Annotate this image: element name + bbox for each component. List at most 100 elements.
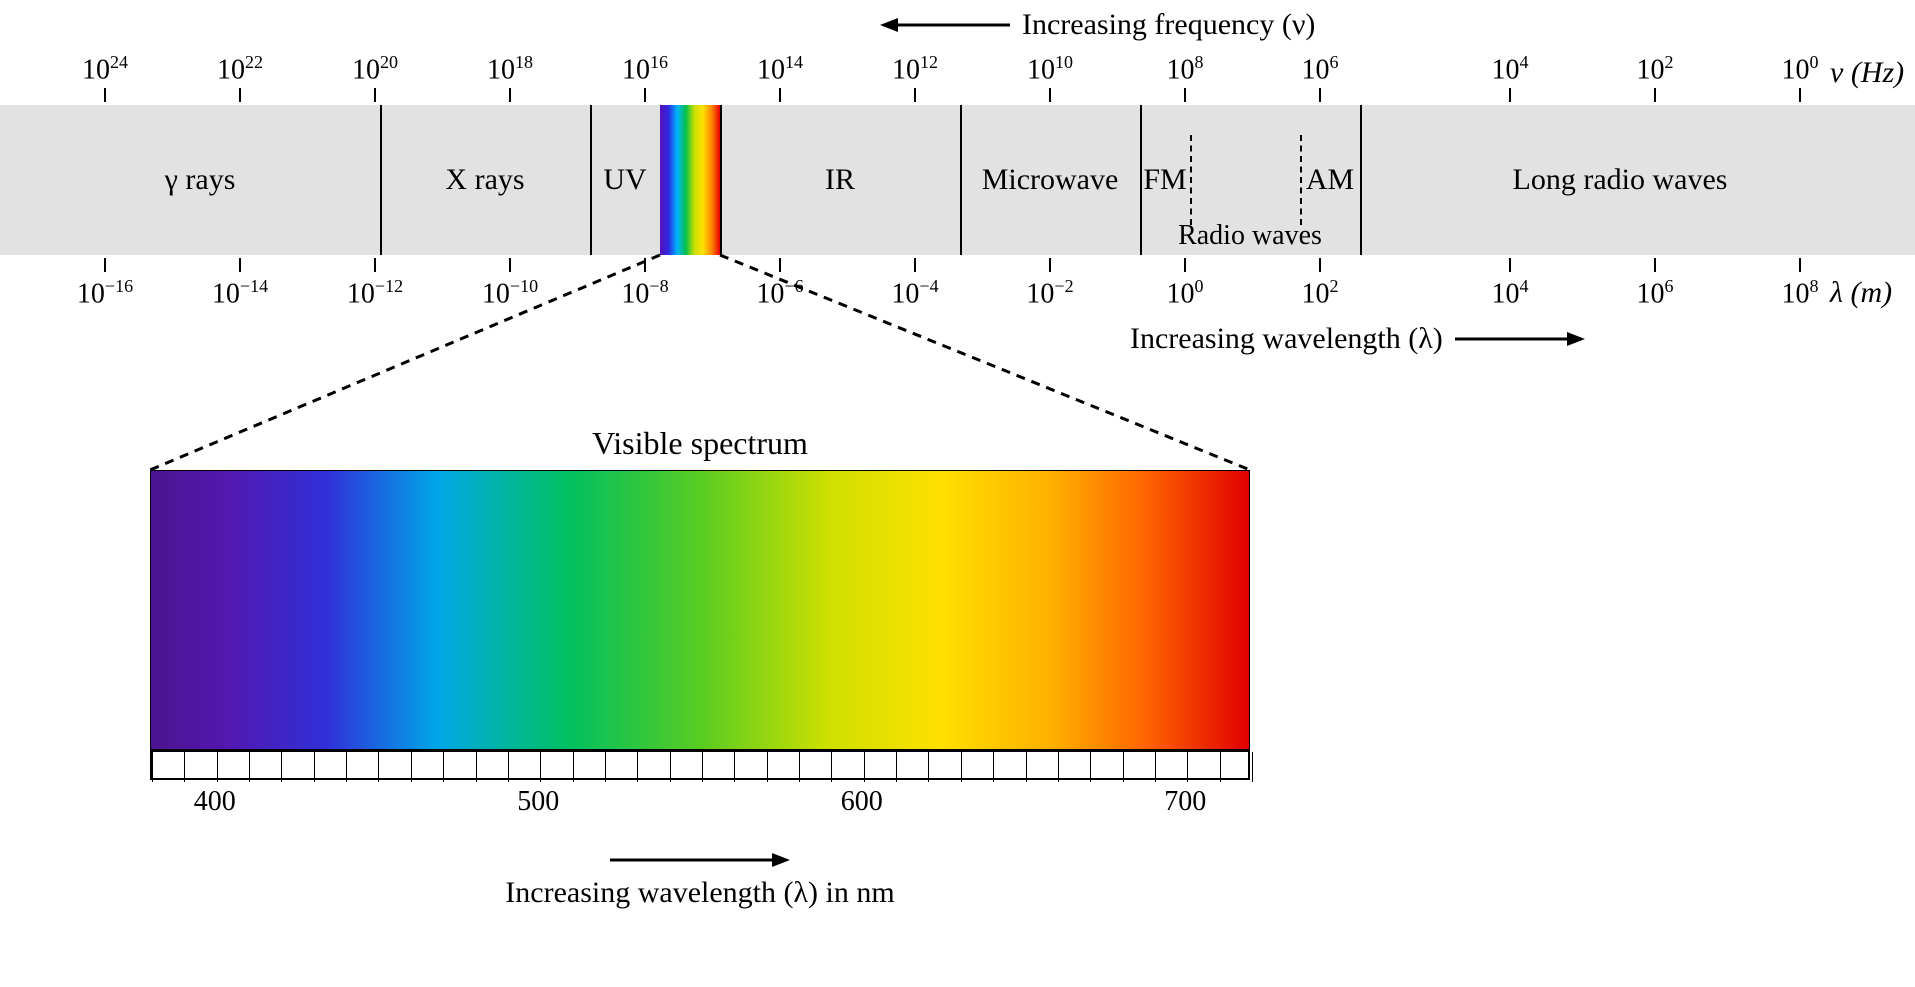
ruler-tick <box>346 752 347 782</box>
ruler-tick <box>1026 752 1027 782</box>
ruler-tick <box>1123 752 1124 782</box>
wave-tick-mark <box>1319 258 1321 272</box>
ruler-major-label: 500 <box>517 786 559 818</box>
wave-tick-label: 10−14 <box>212 276 268 310</box>
increasing-frequency-label: Increasing frequency (ν) <box>880 8 1315 42</box>
ruler-tick <box>1058 752 1059 782</box>
ruler-major-label: 600 <box>841 786 883 818</box>
wave-tick-mark <box>1509 258 1511 272</box>
visible-light-strip <box>660 105 720 255</box>
region-divider <box>1360 105 1362 255</box>
freq-tick-label: 102 <box>1637 52 1674 86</box>
wave-tick-label: 106 <box>1637 276 1674 310</box>
region-divider <box>720 105 722 255</box>
ruler-tick <box>540 752 541 782</box>
wave-tick-label: 10−12 <box>347 276 403 310</box>
wavelength-axis: 10−16 10−14 10−12 10−10 10−8 10−6 10−4 10−2 100 1… <box>30 258 1885 318</box>
em-spectrum-band: γ raysX raysUVIRMicrowaveFMAMLong radio … <box>0 105 1915 255</box>
radio-waves-sublabel: Radio waves <box>1178 220 1322 252</box>
frequency-axis: 1024102210201018101610141012101010810610… <box>30 52 1885 102</box>
freq-tick-mark <box>779 88 781 102</box>
freq-tick-mark <box>1509 88 1511 102</box>
wave-tick-mark <box>1654 258 1656 272</box>
region-label: IR <box>825 163 855 197</box>
freq-tick-label: 1012 <box>892 52 938 86</box>
region-label: Microwave <box>982 163 1119 197</box>
region-label: Long radio waves <box>1513 163 1728 197</box>
ruler-tick <box>864 752 865 782</box>
freq-tick-label: 106 <box>1302 52 1339 86</box>
visible-wavelength-label: Increasing wavelength (λ) in nm <box>410 850 990 910</box>
region-label: FM <box>1143 163 1186 197</box>
freq-tick-label: 104 <box>1492 52 1529 86</box>
increasing-wavelength-label: Increasing wavelength (λ) <box>1130 322 1585 356</box>
ruler-tick <box>896 752 897 782</box>
freq-tick-label: 1022 <box>217 52 263 86</box>
wave-tick-mark <box>1799 258 1801 272</box>
ruler-tick <box>314 752 315 782</box>
ruler-tick <box>637 752 638 782</box>
freq-tick-mark <box>374 88 376 102</box>
wave-tick-label: 10−6 <box>756 276 803 310</box>
ruler-tick <box>1220 752 1221 782</box>
freq-tick-label: 1016 <box>622 52 668 86</box>
wave-tick-label: 10−10 <box>482 276 538 310</box>
wave-tick-mark <box>1049 258 1051 272</box>
wave-tick-mark <box>1184 258 1186 272</box>
region-label: UV <box>603 163 646 197</box>
wave-tick-label: 10−4 <box>891 276 938 310</box>
region-divider <box>1300 135 1302 225</box>
freq-tick-mark <box>914 88 916 102</box>
wave-tick-mark <box>644 258 646 272</box>
ruler-tick <box>184 752 185 782</box>
region-label: AM <box>1306 163 1354 197</box>
ruler-tick <box>993 752 994 782</box>
ruler-tick <box>670 752 671 782</box>
freq-tick-label: 1020 <box>352 52 398 86</box>
freq-tick-mark <box>1654 88 1656 102</box>
visible-spectrum-title: Visible spectrum <box>592 425 808 462</box>
region-divider <box>1190 135 1192 225</box>
wave-tick-label: 10−2 <box>1026 276 1073 310</box>
ruler-tick <box>605 752 606 782</box>
ruler-tick <box>961 752 962 782</box>
ruler-tick <box>831 752 832 782</box>
visible-spectrum-bar <box>150 470 1250 750</box>
freq-tick-label: 1010 <box>1027 52 1073 86</box>
freq-tick-mark <box>1319 88 1321 102</box>
visible-spectrum-ruler <box>150 750 1250 780</box>
wave-tick-mark <box>104 258 106 272</box>
freq-tick-mark <box>509 88 511 102</box>
ruler-tick <box>1252 752 1253 782</box>
ruler-major-label: 400 <box>194 786 236 818</box>
wave-tick-label: 10−16 <box>77 276 133 310</box>
arrow-right-icon <box>1455 329 1585 349</box>
wave-tick-mark <box>914 258 916 272</box>
freq-tick-mark <box>239 88 241 102</box>
ruler-tick <box>411 752 412 782</box>
ruler-tick <box>799 752 800 782</box>
ruler-tick <box>217 752 218 782</box>
arrow-left-icon <box>880 15 1010 35</box>
wave-tick-label: 10−8 <box>621 276 668 310</box>
ruler-tick <box>281 752 282 782</box>
freq-tick-label: 100 <box>1782 52 1819 86</box>
ruler-tick <box>734 752 735 782</box>
wave-tick-label: 100 <box>1167 276 1204 310</box>
ruler-tick <box>702 752 703 782</box>
wave-tick-mark <box>779 258 781 272</box>
freq-tick-mark <box>1799 88 1801 102</box>
freq-tick-mark <box>1184 88 1186 102</box>
ruler-tick <box>476 752 477 782</box>
freq-tick-mark <box>644 88 646 102</box>
ruler-tick <box>152 752 153 782</box>
freq-label-text: Increasing frequency (ν) <box>1022 8 1315 42</box>
freq-tick-mark <box>1049 88 1051 102</box>
freq-tick-label: 108 <box>1167 52 1204 86</box>
region-divider <box>590 105 592 255</box>
ruler-tick <box>378 752 379 782</box>
ruler-major-label: 700 <box>1164 786 1206 818</box>
ruler-tick <box>767 752 768 782</box>
ruler-tick <box>1187 752 1188 782</box>
freq-tick-label: 1018 <box>487 52 533 86</box>
